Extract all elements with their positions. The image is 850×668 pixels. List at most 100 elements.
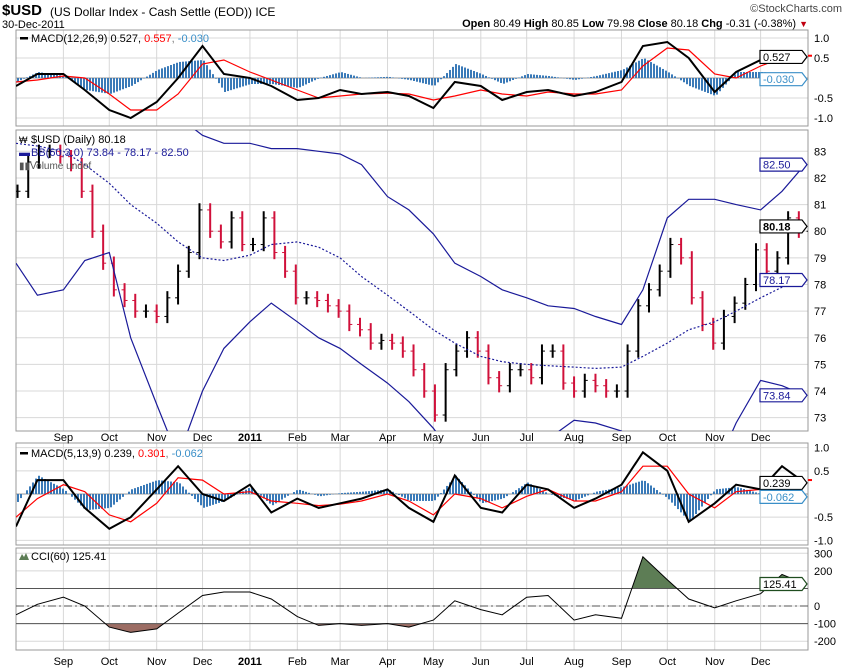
price-bar [217, 224, 224, 249]
histogram-bar [392, 77, 394, 78]
histogram-bar [338, 72, 340, 78]
value-box: 0.527 [759, 49, 808, 65]
histogram-bar [596, 491, 598, 494]
histogram-bar [83, 494, 85, 509]
histogram-bar [401, 78, 403, 79]
y-tick-label: 200 [814, 566, 832, 578]
y-tick-label: 1.0 [814, 443, 829, 455]
histogram-bar [674, 76, 676, 78]
histogram-bar [347, 73, 349, 78]
histogram-bar [224, 494, 226, 501]
histogram-bar [449, 69, 451, 78]
histogram-bar [713, 491, 715, 494]
price-bar [378, 333, 385, 350]
price-bar [699, 291, 706, 332]
histogram-bar [203, 60, 205, 78]
volume-label: Volume undef [30, 161, 91, 172]
histogram-bar [638, 60, 640, 78]
histogram-bar [377, 77, 379, 78]
histogram-bar [437, 494, 439, 497]
histogram-bar [296, 490, 298, 494]
y-tick-label: -100 [814, 619, 836, 631]
histogram-bar [110, 494, 112, 508]
histogram-bar [551, 76, 553, 78]
histogram-bar [725, 488, 727, 494]
y-tick-label: 76 [814, 333, 826, 345]
value-box-frame [759, 576, 808, 592]
histogram-bar [137, 487, 139, 494]
histogram-bar [716, 78, 718, 95]
histogram-bar [287, 78, 289, 87]
chart-date: 30-Dec-2011 [2, 19, 65, 31]
histogram-bar [38, 72, 40, 78]
histogram-bar [707, 494, 709, 500]
value-box: -0.062 [759, 489, 808, 504]
high-value: 80.85 [551, 18, 579, 30]
histogram-bar [182, 486, 184, 494]
histogram-bar [329, 494, 331, 495]
value-box-label: 125.41 [763, 579, 797, 591]
histogram-bar [698, 494, 700, 511]
histogram-bar [338, 493, 340, 494]
histogram-bar [473, 494, 475, 495]
panel-plot [16, 555, 808, 633]
histogram-bar [704, 78, 706, 92]
histogram-bar [617, 71, 619, 78]
histogram-bar [20, 78, 22, 81]
price-bar [496, 371, 503, 393]
histogram-bar [491, 78, 493, 79]
histogram-bar [98, 494, 100, 509]
histogram-bar [398, 494, 400, 496]
histogram-bar [617, 487, 619, 494]
histogram-bar [428, 78, 430, 85]
histogram-bar [407, 78, 409, 80]
histogram-bar [323, 494, 325, 496]
histogram-bar [293, 78, 295, 88]
histogram-bar [179, 483, 181, 494]
histogram-bar [191, 494, 193, 496]
histogram-bar [239, 492, 241, 494]
signal-line [16, 465, 805, 523]
histogram-bar [194, 494, 196, 500]
price-bar [271, 211, 278, 260]
value-box-label: 80.18 [763, 221, 791, 233]
y-tick-label: 82 [814, 173, 826, 185]
histogram-bar [383, 489, 385, 494]
histogram-bar [731, 487, 733, 494]
histogram-bar [533, 485, 535, 494]
histogram-bar [233, 78, 235, 90]
histogram-bar [314, 78, 316, 81]
histogram-bar [749, 72, 751, 78]
price-bar [228, 211, 235, 249]
histogram-bar [83, 78, 85, 89]
histogram-bar [251, 78, 253, 84]
histogram-bar [152, 481, 154, 494]
histogram-bar [38, 475, 40, 494]
y-tick-label: 81 [814, 200, 826, 212]
histogram-bar [452, 478, 454, 494]
histogram-bar [701, 78, 703, 91]
histogram-bar [665, 494, 667, 497]
histogram-bar [623, 486, 625, 494]
histogram-bar [470, 69, 472, 78]
histogram-bar [197, 494, 199, 503]
histogram-bar [656, 490, 658, 494]
histogram-bar [116, 494, 118, 503]
histogram-bar [44, 478, 46, 494]
histogram-bar [410, 494, 412, 501]
price-bar [132, 293, 139, 318]
histogram-bar [632, 483, 634, 494]
price-bar [153, 304, 160, 324]
histogram-bar [53, 74, 55, 78]
x-tick-label: Jul [520, 656, 534, 668]
histogram-bar [638, 481, 640, 494]
panel-frame [15, 547, 809, 651]
histogram-bar [176, 482, 178, 494]
histogram-bar [359, 77, 361, 78]
histogram-bar [734, 74, 736, 78]
histogram-bar [479, 494, 481, 502]
price-bar [656, 264, 663, 297]
histogram-bar [692, 494, 694, 518]
histogram-bar [44, 73, 46, 78]
price-bar [613, 384, 620, 398]
